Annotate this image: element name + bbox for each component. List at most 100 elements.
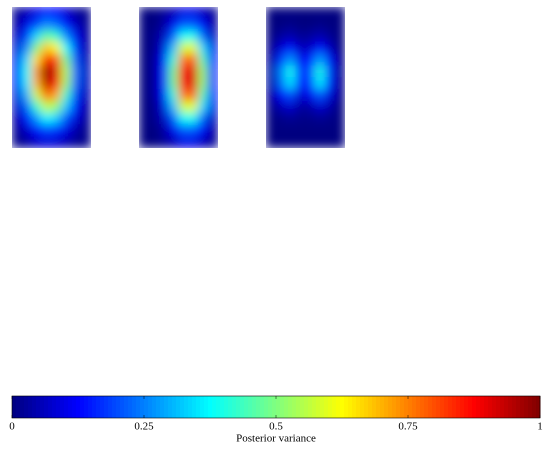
heatmap-cell — [21, 7, 33, 20]
heatmap-cell — [148, 41, 160, 55]
heatmap-cell — [295, 65, 306, 78]
colorbar-step — [48, 396, 53, 418]
colorbar-step — [296, 396, 301, 418]
heatmap-cell — [295, 77, 306, 90]
heatmap-cell — [266, 124, 277, 137]
heatmap-cell — [315, 112, 326, 125]
heatmap-cell — [266, 77, 277, 90]
heatmap-cell — [158, 112, 169, 125]
heatmap-cell — [188, 65, 199, 78]
colorbar-step — [252, 396, 257, 418]
heatmap-cell — [324, 100, 336, 114]
heatmap-cell — [178, 88, 189, 102]
heatmap-cell — [70, 41, 82, 55]
heatmap-cell — [275, 112, 287, 125]
colorbar-step — [472, 396, 477, 418]
heatmap-cell — [207, 65, 218, 78]
colorbar-tick-label: 0.25 — [134, 421, 154, 433]
heatmap-cell — [80, 65, 91, 78]
heatmap-cell — [275, 77, 287, 90]
colorbar-step — [168, 396, 173, 418]
colorbar-step — [344, 396, 349, 418]
heatmap-cell — [178, 53, 189, 67]
heatmap-cell — [197, 41, 209, 55]
colorbar-step — [56, 396, 61, 418]
heatmap-cell — [12, 88, 23, 102]
heatmap-cell — [324, 88, 336, 102]
heatmap-cell — [31, 100, 42, 114]
heatmap-cell — [70, 18, 82, 31]
colorbar-step — [312, 396, 317, 418]
heatmap-cell — [295, 30, 306, 43]
heatmap-cell — [148, 77, 160, 90]
heatmap-cells — [266, 7, 345, 148]
heatmap-cell — [178, 41, 189, 55]
heatmap-cell — [158, 100, 169, 114]
colorbar-step — [352, 396, 357, 418]
heatmap-cell — [12, 53, 23, 67]
colorbar-step — [416, 396, 421, 418]
heatmap-cell — [80, 135, 91, 148]
heatmap-cell — [61, 30, 72, 43]
heatmap-cell — [324, 65, 336, 78]
heatmap-cell — [315, 30, 326, 43]
heatmap-cell — [139, 88, 150, 102]
heatmap-cell — [275, 88, 287, 102]
heatmap-cell — [12, 41, 23, 55]
heatmap-cell — [207, 30, 218, 43]
heatmap-cell — [21, 65, 33, 78]
heatmap-cell — [12, 18, 23, 31]
heatmap-cell — [334, 65, 345, 78]
heatmap-cell — [168, 30, 179, 43]
heatmap-cell — [285, 135, 296, 148]
colorbar-step — [176, 396, 181, 418]
colorbar-step — [516, 396, 521, 418]
heatmap-cell — [21, 88, 33, 102]
heatmap-cell — [266, 135, 277, 148]
colorbar-step — [108, 396, 113, 418]
colorbar-step — [60, 396, 65, 418]
colorbar-step — [16, 396, 21, 418]
heatmap-cell — [315, 41, 326, 55]
heatmap-cell — [148, 124, 160, 137]
heatmap-cell — [70, 30, 82, 43]
heatmap-cell — [80, 124, 91, 137]
heatmap-cell — [305, 65, 316, 78]
colorbar-step — [400, 396, 405, 418]
heatmap-cell — [178, 30, 189, 43]
colorbar-step — [260, 396, 265, 418]
heatmap-cell — [285, 41, 296, 55]
colorbar-step — [292, 396, 297, 418]
heatmap-cell — [334, 7, 345, 20]
heatmap-cell — [285, 7, 296, 20]
colorbar-step — [340, 396, 345, 418]
colorbar-step — [224, 396, 229, 418]
colorbar-step — [188, 396, 193, 418]
colorbar-step — [276, 396, 281, 418]
heatmap-cell — [305, 77, 316, 90]
heatmap-cell — [139, 41, 150, 55]
colorbar-step — [388, 396, 393, 418]
colorbar-step — [12, 396, 17, 418]
colorbar-step — [204, 396, 209, 418]
colorbar-step — [532, 396, 537, 418]
colorbar-step — [392, 396, 397, 418]
heatmap-cell — [188, 112, 199, 125]
heatmap-cell — [188, 88, 199, 102]
heatmap-cell — [266, 18, 277, 31]
heatmap-cell — [295, 41, 306, 55]
colorbar-step — [448, 396, 453, 418]
heatmap-cell — [139, 112, 150, 125]
heatmap-cell — [305, 135, 316, 148]
heatmap-cell — [275, 41, 287, 55]
heatmap-cell — [334, 18, 345, 31]
heatmap-cell — [207, 53, 218, 67]
heatmap-cell — [168, 124, 179, 137]
heatmap-cell — [61, 41, 72, 55]
heatmap-cell — [334, 77, 345, 90]
heatmap-cell — [285, 77, 296, 90]
heatmap-cell — [295, 112, 306, 125]
heatmap-cell — [266, 53, 277, 67]
colorbar-step — [136, 396, 141, 418]
